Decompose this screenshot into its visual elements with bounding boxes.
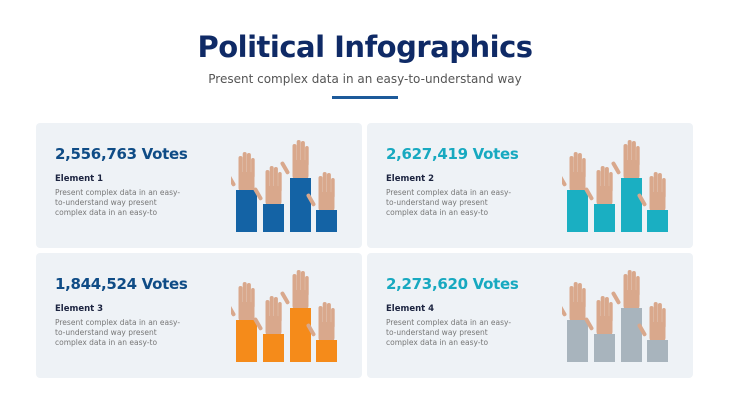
element-description: Present complex data in an easy-to-under… <box>55 188 181 217</box>
card-element-2: 2,627,419 Votes Element 2 Present comple… <box>367 123 693 248</box>
vote-bar <box>621 178 642 232</box>
vote-bar <box>594 204 615 232</box>
raised-hand-icon <box>306 302 335 342</box>
element-label: Element 2 <box>386 174 435 184</box>
vote-bar <box>236 320 257 362</box>
element-description: Present complex data in an easy-to-under… <box>55 318 181 347</box>
element-label: Element 1 <box>55 174 104 184</box>
raised-hands-bar-icon <box>231 270 337 362</box>
vote-bar <box>647 210 668 232</box>
votes-count: 1,844,524 Votes <box>55 275 188 293</box>
votes-count: 2,273,620 Votes <box>386 275 519 293</box>
vote-bar <box>290 308 311 362</box>
raised-hand-icon <box>231 152 255 192</box>
raised-hand-icon <box>562 282 586 322</box>
vote-bar <box>621 308 642 362</box>
raised-hands-bar-icon <box>562 270 668 362</box>
votes-count: 2,556,763 Votes <box>55 145 188 163</box>
element-label: Element 3 <box>55 304 104 314</box>
vote-bar <box>567 320 588 362</box>
raised-hand-icon <box>280 270 309 310</box>
raised-hand-icon <box>253 296 282 336</box>
raised-hands-bar-icon <box>562 140 668 232</box>
element-label: Element 4 <box>386 304 435 314</box>
raised-hand-icon <box>280 140 309 180</box>
vote-bar <box>263 334 284 362</box>
raised-hand-icon <box>584 166 613 206</box>
vote-bar <box>316 340 337 362</box>
raised-hand-icon <box>306 172 335 212</box>
raised-hand-icon <box>611 140 640 180</box>
page-title: Political Infographics <box>197 30 533 64</box>
title-divider <box>332 96 398 99</box>
vote-bar <box>567 190 588 232</box>
element-description: Present complex data in an easy-to-under… <box>386 188 512 217</box>
page-subtitle: Present complex data in an easy-to-under… <box>208 72 522 86</box>
vote-bar <box>236 190 257 232</box>
raised-hands-bar-icon <box>231 140 337 232</box>
vote-bar <box>263 204 284 232</box>
card-element-3: 1,844,524 Votes Element 3 Present comple… <box>36 253 362 378</box>
vote-bar <box>594 334 615 362</box>
raised-hand-icon <box>637 172 666 212</box>
raised-hand-icon <box>611 270 640 310</box>
vote-bar <box>647 340 668 362</box>
card-element-1: 2,556,763 Votes Element 1 Present comple… <box>36 123 362 248</box>
raised-hand-icon <box>231 282 255 322</box>
card-element-4: 2,273,620 Votes Element 4 Present comple… <box>367 253 693 378</box>
vote-bar <box>316 210 337 232</box>
vote-bar <box>290 178 311 232</box>
votes-count: 2,627,419 Votes <box>386 145 519 163</box>
raised-hand-icon <box>253 166 282 206</box>
raised-hand-icon <box>562 152 586 192</box>
raised-hand-icon <box>584 296 613 336</box>
raised-hand-icon <box>637 302 666 342</box>
element-description: Present complex data in an easy-to-under… <box>386 318 512 347</box>
